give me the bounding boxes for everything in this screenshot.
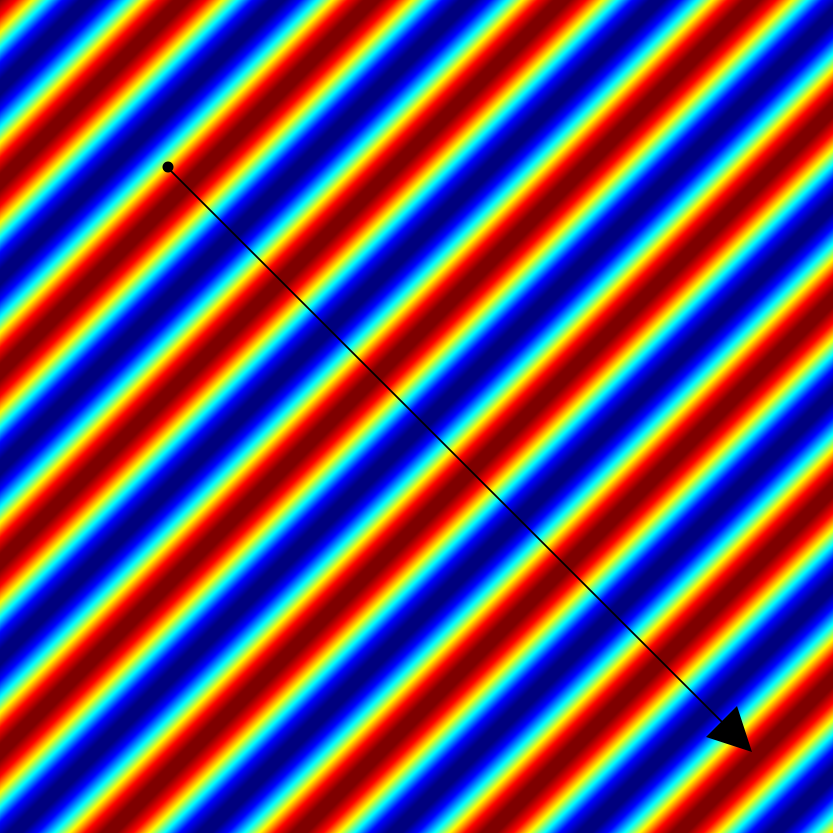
arrow-shaft bbox=[167, 167, 727, 727]
propagation-arrow bbox=[162, 161, 752, 752]
arrow-head bbox=[706, 706, 752, 752]
arrow-origin-dot bbox=[162, 161, 174, 173]
